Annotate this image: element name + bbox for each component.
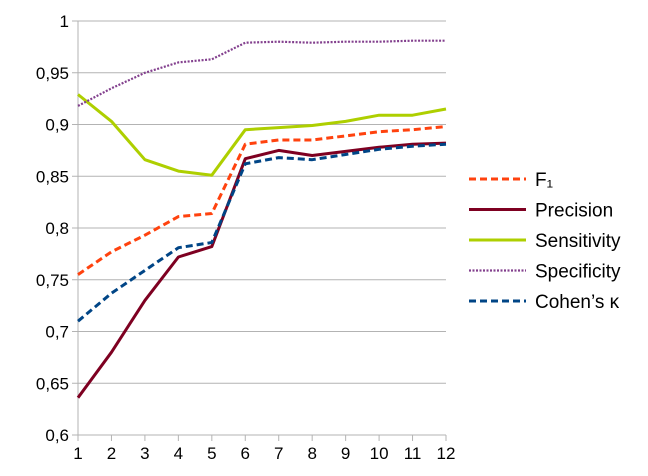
x-tick-label: 1 [73, 444, 82, 463]
x-tick-label: 6 [241, 444, 250, 463]
legend-label: F₁ [535, 170, 553, 191]
series-line-0 [77, 125, 447, 276]
series-line-4 [77, 142, 447, 323]
y-tick-label: 0,65 [36, 374, 69, 393]
legend: F₁ Precision Sensitivity Specificity Cohen’s… [469, 170, 621, 313]
y-tick-label: 0,7 [45, 323, 69, 342]
x-tick-label: 12 [437, 444, 456, 463]
y-tick-label: 0,8 [45, 219, 69, 238]
y-tick-label: 0,85 [36, 167, 69, 186]
y-tick-label: 0,95 [36, 64, 69, 83]
series-line-2 [77, 93, 447, 177]
x-tick-label: 5 [207, 444, 216, 463]
x-tick-label: 8 [307, 444, 316, 463]
x-tick-label: 2 [107, 444, 116, 463]
legend-label: Precision [535, 201, 613, 222]
legend-label: Cohen’s κ [535, 292, 620, 313]
gridlines [78, 20, 446, 436]
x-tick-label: 9 [341, 444, 350, 463]
y-tick-label: 0,9 [45, 116, 69, 135]
x-tick-label: 7 [274, 444, 283, 463]
y-tick-label: 0,6 [45, 426, 69, 445]
axes [72, 20, 447, 441]
legend-label: Sensitivity [535, 231, 621, 252]
series-lines [76, 39, 447, 399]
x-tick-label: 3 [140, 444, 149, 463]
series-line-1 [76, 141, 447, 399]
x-tick-label: 4 [174, 444, 183, 463]
x-tick-label: 11 [404, 444, 422, 463]
legend-label: Specificity [535, 262, 621, 283]
x-tick-label: 10 [370, 444, 389, 463]
y-tick-label: 1 [60, 12, 69, 31]
series-line-3 [77, 39, 446, 107]
y-tick-label: 0,75 [36, 271, 69, 290]
